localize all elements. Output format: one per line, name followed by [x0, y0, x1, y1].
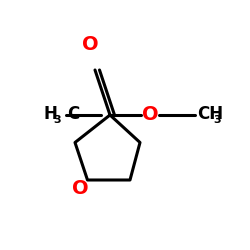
Text: 3: 3	[214, 115, 222, 125]
Text: C: C	[67, 105, 79, 123]
Text: 3: 3	[54, 115, 61, 125]
Text: H: H	[44, 105, 58, 123]
Text: O: O	[82, 36, 98, 54]
Text: O: O	[142, 106, 158, 124]
Text: CH: CH	[198, 105, 224, 123]
Text: O: O	[72, 179, 88, 198]
